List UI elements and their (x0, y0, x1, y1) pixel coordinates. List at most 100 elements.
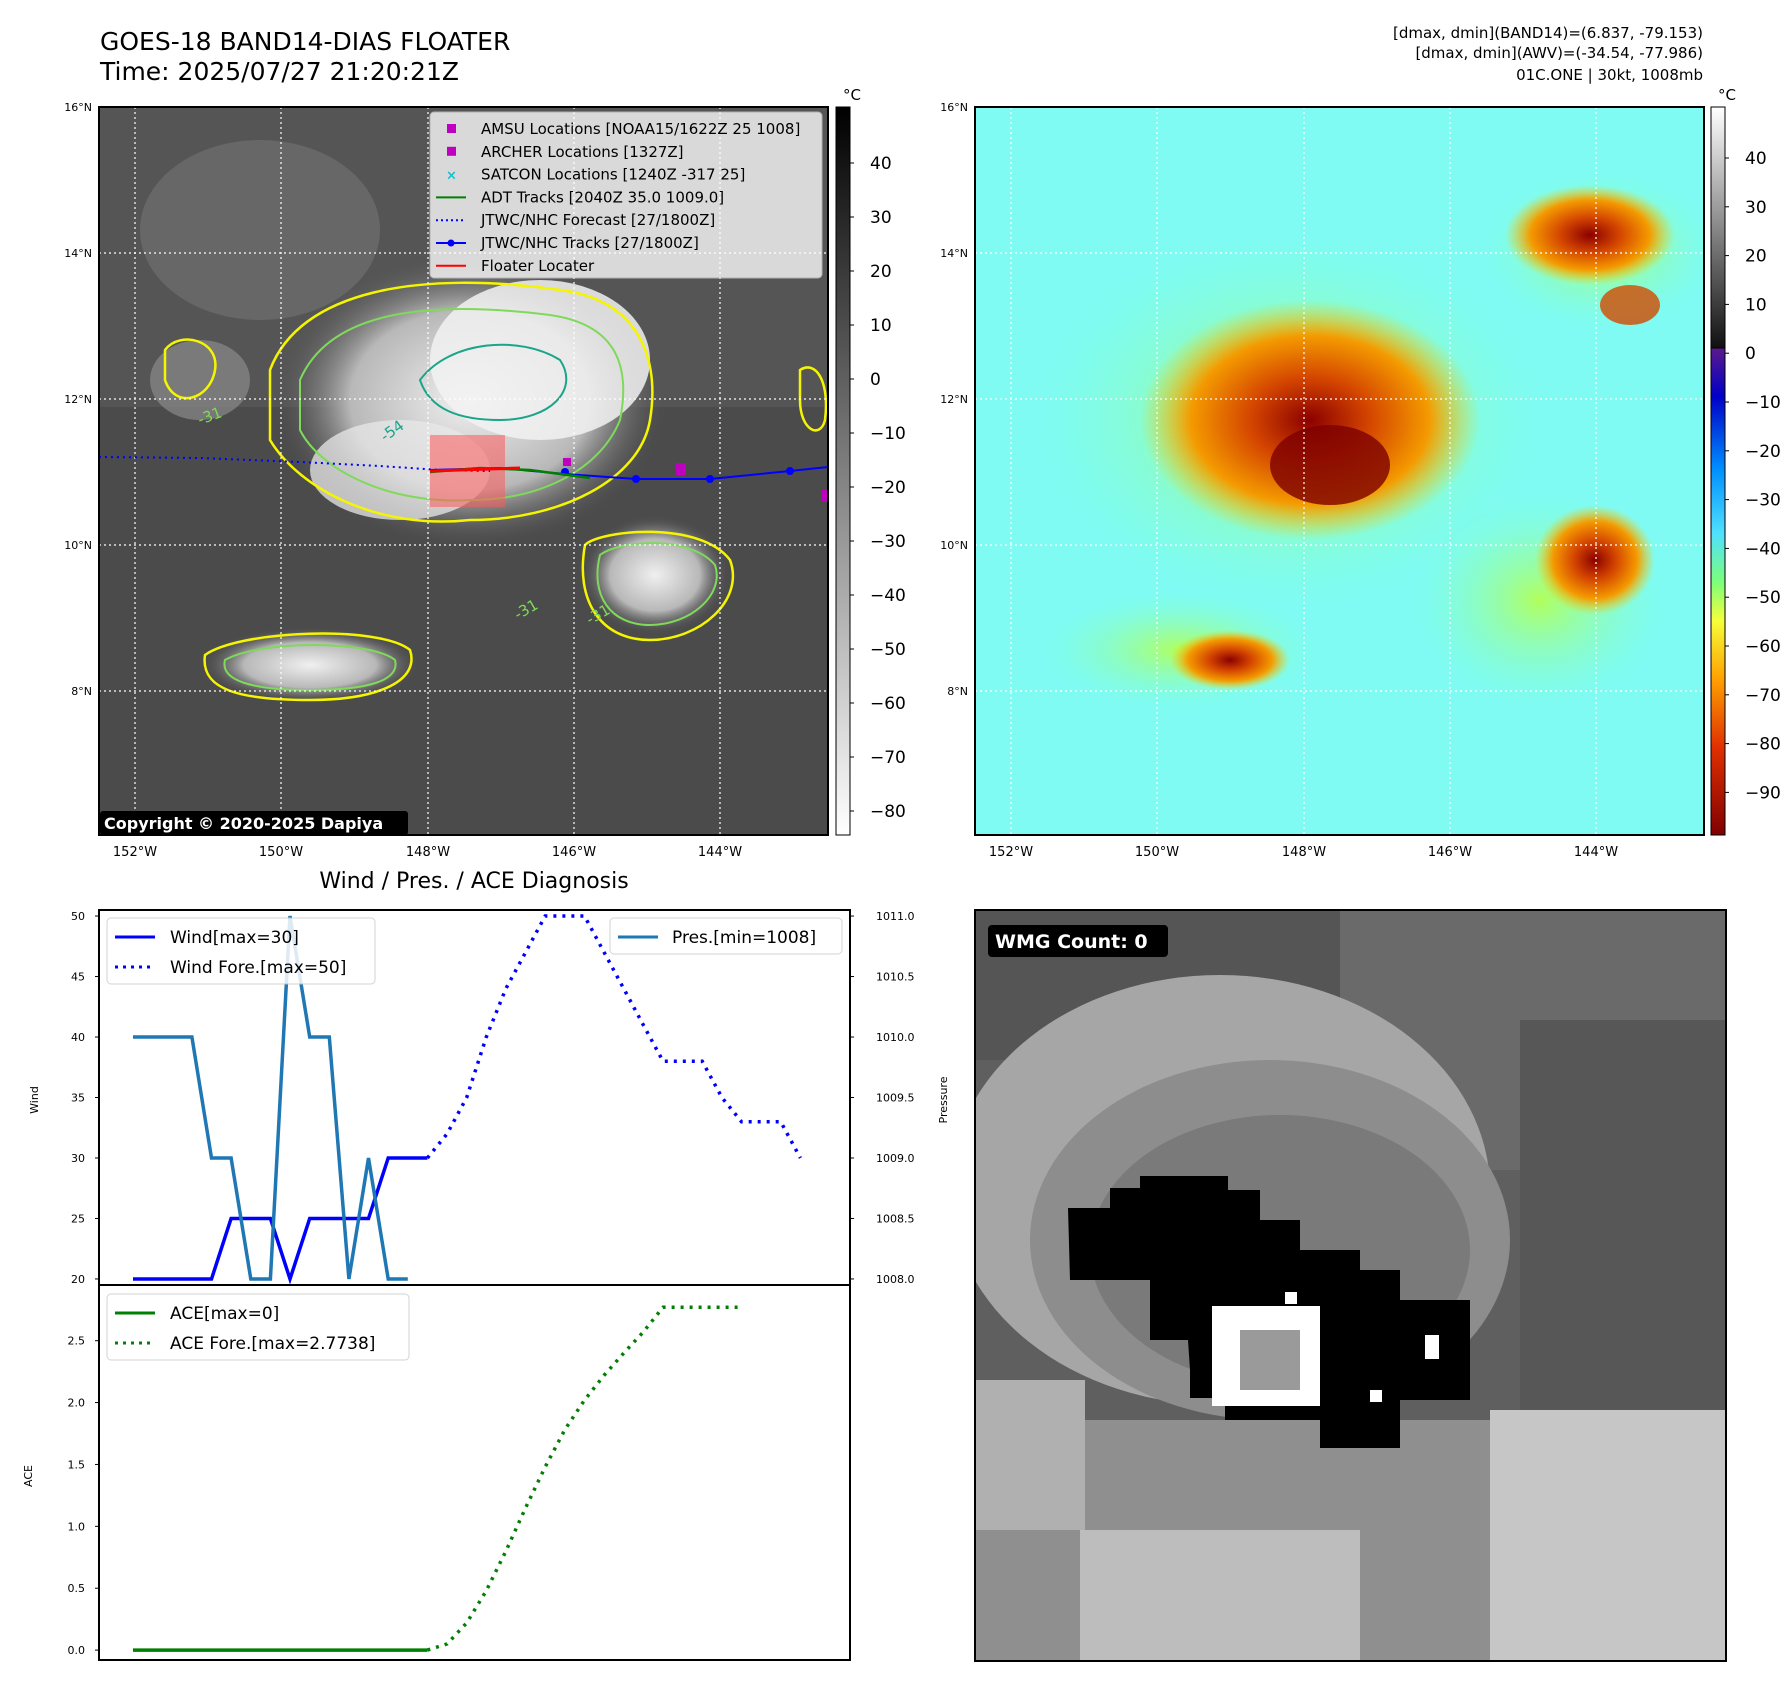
legend-label: SATCON Locations [1240Z -317 25] (481, 166, 745, 184)
cloud-core-hot (1140, 300, 1480, 540)
colorbar-tick-label: −30 (1745, 491, 1781, 511)
y2-tick-label: 1009.0 (876, 1152, 915, 1165)
svg-text:12°N: 12°N (64, 393, 92, 406)
contour-teal-main (418, 343, 568, 422)
svg-text:152°W: 152°W (989, 845, 1033, 860)
map-legend: AMSU Locations [NOAA15/1622Z 25 1008] ARC… (429, 111, 823, 279)
colorbar-tick-label: 10 (1745, 295, 1767, 315)
y2-tick-label: 1011.0 (876, 910, 915, 923)
wmg-panel: WMG Count: 0 (974, 909, 1727, 1662)
colorbar-tick-label: −70 (1745, 686, 1781, 706)
svg-text:148°W: 148°W (1282, 845, 1326, 860)
ir-map-panel: -54 -31 -31 -31 (64, 86, 906, 860)
pressure-axis-label: Pressure (937, 1076, 950, 1123)
colorbar-tick-label: −50 (1745, 588, 1781, 608)
svg-text:146°W: 146°W (1428, 845, 1472, 860)
svg-text:8°N: 8°N (947, 685, 968, 698)
legend-marker-dot (447, 239, 455, 247)
svg-text:148°W: 148°W (406, 845, 450, 860)
y-tick-label: 20 (71, 1273, 85, 1286)
cloud-east (580, 515, 730, 635)
enhanced-map-panel: 16°N 14°N 12°N 10°N 8°N 152°W 150°W 148°… (940, 86, 1781, 860)
colorbar-tick-label: 0 (870, 370, 881, 390)
y-tick-label: 30 (71, 1152, 85, 1165)
svg-text:8°N: 8°N (71, 685, 92, 698)
enhanced-map-lon-labels: 152°W 150°W 148°W 146°W 144°W (989, 845, 1618, 860)
colorbar-tick-label: 0 (1745, 344, 1756, 364)
wmg-frame (974, 909, 1727, 1662)
series-line (426, 1305, 742, 1652)
svg-text:10°N: 10°N (64, 539, 92, 552)
svg-text:16°N: 16°N (940, 101, 968, 114)
svg-text:16°N: 16°N (64, 101, 92, 114)
legend-label: ADT Tracks [2040Z 35.0 1009.0] (481, 188, 724, 206)
legend-label: JTWC/NHC Tracks [27/1800Z] (480, 234, 699, 252)
svg-text:152°W: 152°W (113, 845, 157, 860)
contour-green-main (299, 308, 625, 502)
y-tick-label: 0.0 (68, 1644, 86, 1657)
y2-tick-label: 1008.5 (876, 1212, 915, 1225)
y-tick-label: 45 (71, 971, 85, 984)
svg-text:150°W: 150°W (1135, 845, 1179, 860)
svg-text:144°W: 144°W (698, 845, 742, 860)
y-tick-label: 2.5 (68, 1335, 86, 1348)
legend-label: JTWC/NHC Forecast [27/1800Z] (480, 211, 715, 229)
legend-entry: JTWC/NHC Tracks [27/1800Z] (436, 234, 699, 252)
colorbar-tick-label: −40 (1745, 539, 1781, 559)
y-tick-label: 2.0 (68, 1397, 86, 1410)
colorbar-tick-label: 30 (1745, 198, 1767, 218)
wind-axis-label: Wind (28, 1086, 41, 1114)
wind-legend: Wind[max=30] Wind Fore.[max=50] (106, 917, 376, 985)
y2-tick-label: 1010.0 (876, 1031, 915, 1044)
svg-text:146°W: 146°W (552, 845, 596, 860)
ir-map-lat-labels: 16°N 14°N 12°N 10°N 8°N (64, 101, 92, 698)
series-line (133, 1156, 428, 1285)
legend-entry: JTWC/NHC Forecast [27/1800Z] (436, 211, 715, 229)
legend-entry: AMSU Locations [NOAA15/1622Z 25 1008] (447, 120, 800, 138)
colorbar-tick-label: −50 (870, 640, 906, 660)
amsu-marker (676, 463, 686, 475)
y2-tick-label: 1010.5 (876, 971, 915, 984)
colorbar-tick-label: −10 (1745, 393, 1781, 413)
y2-tick-label: 1008.0 (876, 1273, 915, 1286)
y-tick-label: 1.5 (68, 1458, 86, 1471)
legend-pressure: Pres.[min=1008] (672, 928, 816, 948)
legend-wind-forecast: Wind Fore.[max=50] (170, 958, 346, 978)
colorbar-tick-label: 30 (870, 208, 892, 228)
svg-text:150°W: 150°W (259, 845, 303, 860)
colorbar-tick-label: −20 (870, 478, 906, 498)
legend-entry: Floater Locater (436, 257, 595, 275)
diagnosis-title: Wind / Pres. / ACE Diagnosis (319, 869, 628, 894)
contour-yellow-main (268, 281, 654, 523)
legend-marker-square (447, 124, 456, 133)
ace-legend: ACE[max=0] ACE Fore.[max=2.7738] (106, 1293, 410, 1361)
legend-wind: Wind[max=30] (170, 928, 299, 948)
colorbar-tick-label: −60 (870, 694, 906, 714)
wind-pressure-chart: 20 25 30 35 40 45 50 1008.0 1008.5 1009.0 1009.5 1… (28, 909, 950, 1286)
dmax-awv: [dmax, dmin](AWV)=(-34.54, -77.986) (1415, 44, 1703, 62)
colorbar-tick-label: −90 (1745, 783, 1781, 803)
legend-label: ARCHER Locations [1327Z] (481, 143, 684, 161)
enhanced-map-frame (974, 106, 1705, 836)
series-line (133, 915, 408, 1281)
svg-text:14°N: 14°N (64, 247, 92, 260)
legend-label: AMSU Locations [NOAA15/1622Z 25 1008] (481, 120, 800, 138)
pressure-legend: Pres.[min=1008] (609, 917, 843, 955)
wmg-count-label: WMG Count: 0 (995, 931, 1148, 953)
ace-axis-label: ACE (22, 1465, 35, 1487)
figure-time: Time: 2025/07/27 21:20:21Z (99, 57, 459, 86)
storm-summary: 01C.ONE | 30kt, 1008mb (1516, 66, 1703, 84)
ir-map-frame (98, 106, 829, 836)
y2-tick-label: 1009.5 (876, 1092, 915, 1105)
colorbar-tick-label: −80 (1745, 735, 1781, 755)
colorbar-tick-label: −10 (870, 424, 906, 444)
svg-text:14°N: 14°N (940, 247, 968, 260)
y-tick-label: 25 (71, 1212, 85, 1225)
svg-text:12°N: 12°N (940, 393, 968, 406)
colorbar-tick-label: 20 (1745, 247, 1767, 267)
copyright-badge (100, 811, 408, 835)
enhanced-map-lat-labels: 16°N 14°N 12°N 10°N 8°N (940, 101, 968, 698)
archer-marker (563, 458, 571, 466)
svg-text:°C: °C (1718, 86, 1736, 104)
svg-text:144°W: 144°W (1574, 845, 1618, 860)
